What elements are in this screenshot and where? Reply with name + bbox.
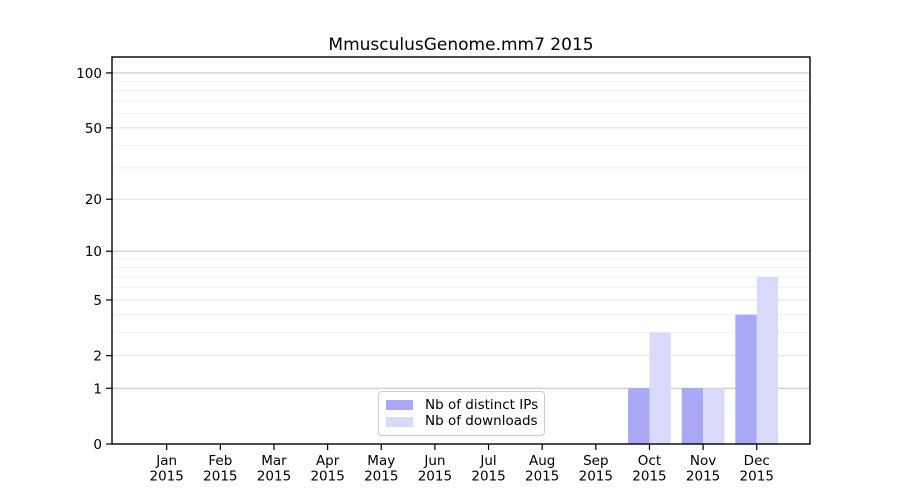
x-tick-label-mar: Mar 2015 [257, 453, 291, 485]
chart-title: MmusculusGenome.mm7 2015 [328, 35, 594, 55]
x-tick-label-jun: Jun 2015 [418, 453, 452, 485]
bar-downloads-oct [649, 332, 671, 444]
x-tick-label-aug: Aug 2015 [525, 453, 559, 485]
x-tick-label-sep: Sep 2015 [579, 453, 613, 485]
x-tick-label-oct: Oct 2015 [632, 453, 666, 485]
x-tick-label-may: May 2015 [364, 453, 398, 485]
bar-distinct-ips-oct [628, 388, 650, 444]
legend-label-downloads: Nb of downloads [425, 413, 538, 429]
x-tick-label-apr: Apr 2015 [310, 453, 344, 485]
x-tick-label-jan: Jan 2015 [150, 453, 184, 485]
bar-downloads-dec [756, 276, 779, 444]
x-tick-label-dec: Dec 2015 [740, 453, 774, 485]
legend-item-distinct-ips: Nb of distinct IPs [386, 396, 544, 413]
y-tick-label-100: 100 [76, 66, 102, 82]
x-tick-label-feb: Feb 2015 [203, 453, 237, 485]
y-tick-label-2: 2 [93, 349, 102, 365]
y-tick-label-5: 5 [93, 293, 102, 309]
y-tick-label-20: 20 [85, 192, 102, 208]
y-tick-label-10: 10 [85, 244, 102, 260]
y-tick-label-50: 50 [85, 121, 102, 137]
bar-downloads-nov [703, 388, 725, 444]
y-tick-label-1: 1 [93, 381, 102, 397]
plot-border [111, 56, 811, 445]
bar-distinct-ips-dec [735, 314, 757, 444]
x-tick-label-jul: Jul 2015 [471, 453, 505, 485]
legend-label-distinct-ips: Nb of distinct IPs [425, 396, 539, 413]
legend: Nb of distinct IPs Nb of downloads [378, 391, 545, 436]
bar-distinct-ips-nov [681, 388, 704, 444]
y-tick-label-0: 0 [93, 437, 102, 453]
legend-swatch-distinct-ips [386, 400, 413, 411]
x-tick-label-nov: Nov 2015 [686, 453, 720, 485]
legend-swatch-downloads [386, 416, 413, 427]
legend-item-downloads: Nb of downloads [386, 413, 544, 429]
